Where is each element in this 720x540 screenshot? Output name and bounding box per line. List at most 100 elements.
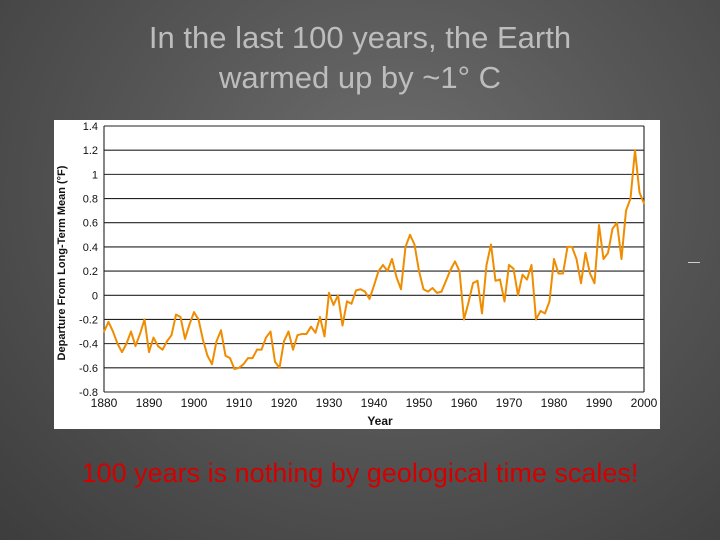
data-point bbox=[206, 354, 209, 357]
data-point bbox=[517, 294, 519, 297]
data-point bbox=[449, 268, 452, 271]
data-point bbox=[157, 345, 159, 347]
data-point bbox=[548, 300, 551, 303]
data-point bbox=[503, 300, 506, 303]
data-point bbox=[445, 279, 447, 282]
data-point bbox=[242, 363, 245, 366]
data-point bbox=[215, 340, 218, 343]
data-point bbox=[431, 287, 434, 289]
y-tick-label: -0.4 bbox=[79, 339, 98, 351]
data-point bbox=[436, 291, 438, 294]
data-point bbox=[440, 290, 443, 293]
data-point bbox=[580, 282, 582, 285]
x-tick-label: 1950 bbox=[406, 396, 433, 410]
data-point bbox=[476, 279, 479, 282]
data-point bbox=[188, 323, 191, 326]
x-tick-label: 1900 bbox=[181, 396, 208, 410]
data-point bbox=[265, 336, 267, 339]
gridlines bbox=[103, 125, 645, 393]
temperature-line-chart: -0.8 -0.6 -0.4 -0.2 0 0.2 0.4 0.6 0.8 1 1.2 1.4 188… bbox=[56, 121, 658, 428]
data-point bbox=[418, 270, 420, 272]
data-point bbox=[607, 252, 609, 254]
chart-panel: -0.8 -0.6 -0.4 -0.2 0 0.2 0.4 0.6 0.8 1 1.2 1.4 188… bbox=[54, 120, 660, 429]
title-line-1: In the last 100 years, the Earth bbox=[148, 20, 572, 55]
data-point bbox=[170, 334, 173, 337]
y-tick-label: -0.8 bbox=[79, 387, 98, 399]
y-tick-label: 0 bbox=[92, 290, 98, 302]
data-point bbox=[485, 264, 488, 266]
data-point bbox=[220, 329, 222, 332]
x-tick-label: 1890 bbox=[136, 396, 163, 410]
data-point bbox=[103, 330, 105, 333]
data-point bbox=[499, 278, 501, 281]
data-point bbox=[616, 221, 618, 224]
data-point bbox=[481, 312, 483, 315]
data-point bbox=[512, 267, 515, 270]
data-point bbox=[314, 331, 317, 334]
data-point bbox=[382, 264, 384, 266]
data-point bbox=[611, 227, 614, 230]
data-point bbox=[544, 312, 546, 315]
data-point bbox=[125, 342, 128, 345]
data-point bbox=[229, 357, 231, 360]
data-point bbox=[130, 330, 132, 333]
x-tick-label: 1990 bbox=[586, 396, 613, 410]
data-point bbox=[350, 302, 353, 305]
data-point bbox=[251, 357, 254, 360]
y-tick-label: -0.6 bbox=[79, 363, 98, 375]
data-point bbox=[602, 258, 605, 260]
data-point bbox=[332, 304, 335, 306]
data-point bbox=[355, 289, 357, 292]
x-tick-label: 1880 bbox=[91, 396, 118, 410]
data-point bbox=[391, 258, 393, 260]
data-point bbox=[625, 209, 627, 212]
side-dash bbox=[688, 262, 700, 263]
data-point bbox=[287, 330, 290, 333]
data-point bbox=[193, 311, 195, 314]
y-tick-label: -0.2 bbox=[79, 314, 98, 326]
data-point bbox=[589, 272, 591, 275]
data-point bbox=[571, 246, 573, 248]
data-point bbox=[301, 333, 303, 335]
x-tick-label: 2000 bbox=[631, 396, 658, 410]
data-point bbox=[139, 333, 141, 335]
data-point bbox=[395, 276, 398, 279]
data-point bbox=[292, 348, 294, 351]
data-point bbox=[121, 351, 123, 353]
data-point bbox=[238, 366, 240, 369]
data-point bbox=[269, 330, 272, 333]
data-point bbox=[575, 258, 578, 260]
data-point bbox=[337, 294, 339, 297]
data-point bbox=[526, 278, 528, 281]
data-point bbox=[620, 258, 623, 260]
x-tick-label: 1940 bbox=[361, 396, 388, 410]
data-point bbox=[467, 301, 470, 304]
data-point bbox=[539, 310, 542, 312]
data-point bbox=[643, 202, 645, 205]
x-tick-labels: 1880 1890 1900 1910 1920 1930 1940 1950 1960 1970… bbox=[91, 396, 658, 410]
x-tick-label: 1930 bbox=[316, 396, 343, 410]
data-point bbox=[454, 260, 456, 263]
x-tick-label: 1920 bbox=[271, 396, 298, 410]
y-tick-label: 0.8 bbox=[83, 194, 98, 206]
data-point bbox=[386, 270, 389, 272]
data-point bbox=[535, 318, 537, 321]
data-point bbox=[107, 320, 110, 323]
data-point bbox=[409, 233, 411, 236]
data-point bbox=[134, 345, 137, 347]
data-points bbox=[103, 149, 645, 370]
data-point bbox=[278, 366, 281, 369]
data-point bbox=[593, 282, 596, 285]
data-point bbox=[422, 288, 425, 291]
data-point bbox=[112, 330, 114, 333]
data-point bbox=[638, 191, 641, 194]
data-point bbox=[373, 284, 375, 287]
data-point bbox=[557, 272, 560, 275]
data-point bbox=[224, 354, 227, 357]
y-tick-label: 0.2 bbox=[83, 266, 98, 278]
data-point bbox=[530, 264, 533, 266]
data-point bbox=[629, 197, 632, 200]
data-point bbox=[490, 243, 492, 246]
data-point bbox=[260, 348, 263, 351]
data-point bbox=[521, 273, 524, 276]
